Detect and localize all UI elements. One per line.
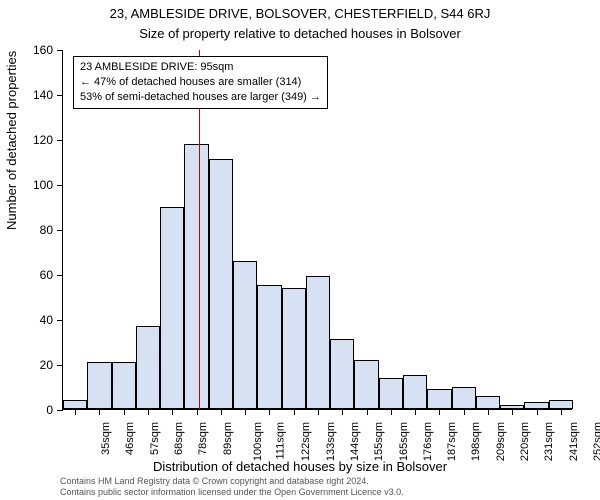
x-tick [245, 409, 246, 415]
y-tick [57, 50, 63, 51]
y-tick-label: 20 [25, 358, 53, 372]
histogram-bar [524, 402, 548, 409]
y-tick-label: 40 [25, 313, 53, 327]
y-axis-label: Number of detached properties [4, 51, 19, 230]
x-tick [124, 409, 125, 415]
x-tick [197, 409, 198, 415]
x-tick-label: 144sqm [349, 422, 361, 461]
histogram-bar [87, 362, 111, 409]
x-tick-label: 111sqm [275, 422, 287, 460]
histogram-bar [257, 285, 281, 409]
y-tick-label: 120 [25, 133, 53, 147]
x-tick [172, 409, 173, 415]
x-tick [537, 409, 538, 415]
x-tick [318, 409, 319, 415]
x-tick-label: 35sqm [100, 422, 112, 455]
x-tick-label: 165sqm [398, 422, 410, 461]
annotation-line3: 53% of semi-detached houses are larger (… [80, 90, 321, 105]
x-tick [464, 409, 465, 415]
y-tick [57, 95, 63, 96]
chart-subtitle: Size of property relative to detached ho… [0, 26, 600, 41]
histogram-bar [209, 159, 233, 409]
x-tick-label: 209sqm [495, 422, 507, 461]
x-tick-label: 46sqm [124, 422, 136, 455]
histogram-bar [476, 396, 500, 410]
histogram-bar [427, 389, 451, 409]
x-tick [367, 409, 368, 415]
x-tick-label: 241sqm [568, 422, 580, 461]
y-tick-label: 100 [25, 178, 53, 192]
x-tick [488, 409, 489, 415]
y-tick [57, 185, 63, 186]
x-tick-label: 231sqm [543, 422, 555, 461]
footer-line1: Contains HM Land Registry data © Crown c… [60, 476, 600, 487]
histogram-bar [282, 288, 306, 410]
x-tick [415, 409, 416, 415]
x-tick-label: 220sqm [519, 422, 531, 461]
y-tick-label: 140 [25, 88, 53, 102]
histogram-bar [306, 276, 330, 409]
y-tick-label: 60 [25, 268, 53, 282]
x-tick-label: 78sqm [197, 422, 209, 455]
histogram-bar [63, 400, 87, 409]
x-tick [148, 409, 149, 415]
histogram-bar [160, 207, 184, 410]
y-tick [57, 275, 63, 276]
y-tick [57, 140, 63, 141]
x-tick-label: 89sqm [222, 422, 234, 455]
x-tick [391, 409, 392, 415]
x-tick [439, 409, 440, 415]
y-tick [57, 410, 63, 411]
chart-title-address: 23, AMBLESIDE DRIVE, BOLSOVER, CHESTERFI… [0, 6, 600, 21]
histogram-bar [330, 339, 354, 409]
x-tick-label: 198sqm [471, 422, 483, 461]
histogram-bar [233, 261, 257, 410]
chart-container: 23, AMBLESIDE DRIVE, BOLSOVER, CHESTERFI… [0, 0, 600, 500]
histogram-bar [379, 378, 403, 410]
x-tick-label: 187sqm [446, 422, 458, 461]
y-tick [57, 320, 63, 321]
x-tick [561, 409, 562, 415]
y-tick-label: 160 [25, 43, 53, 57]
histogram-bar [184, 144, 208, 410]
y-tick [57, 230, 63, 231]
annotation-line1: 23 AMBLESIDE DRIVE: 95sqm [80, 60, 321, 75]
histogram-bar [452, 387, 476, 410]
x-tick [342, 409, 343, 415]
x-tick [269, 409, 270, 415]
histogram-bar [112, 362, 136, 409]
histogram-bar [403, 375, 427, 409]
y-tick-label: 0 [25, 403, 53, 417]
x-tick-label: 252sqm [592, 422, 600, 461]
x-tick-label: 176sqm [422, 422, 434, 461]
x-tick-label: 100sqm [252, 422, 264, 461]
x-tick [294, 409, 295, 415]
x-tick [99, 409, 100, 415]
x-tick [75, 409, 76, 415]
plot-area: 020406080100120140160 35sqm46sqm57sqm68s… [62, 50, 572, 410]
x-tick-label: 133sqm [325, 422, 337, 461]
histogram-bar [354, 360, 378, 410]
x-tick-label: 57sqm [149, 422, 161, 455]
y-tick-label: 80 [25, 223, 53, 237]
histogram-bar [549, 400, 573, 409]
annotation-box: 23 AMBLESIDE DRIVE: 95sqm ← 47% of detac… [73, 56, 328, 109]
x-tick-label: 68sqm [173, 422, 185, 455]
annotation-line2: ← 47% of detached houses are smaller (31… [80, 75, 321, 90]
y-tick [57, 365, 63, 366]
x-tick [221, 409, 222, 415]
x-tick-label: 122sqm [301, 422, 313, 461]
histogram-bar [136, 326, 160, 409]
x-axis-label: Distribution of detached houses by size … [0, 459, 600, 474]
x-tick-label: 155sqm [373, 422, 385, 461]
footer-line2: Contains public sector information licen… [60, 487, 600, 498]
footer-attribution: Contains HM Land Registry data © Crown c… [0, 476, 600, 498]
x-tick [512, 409, 513, 415]
